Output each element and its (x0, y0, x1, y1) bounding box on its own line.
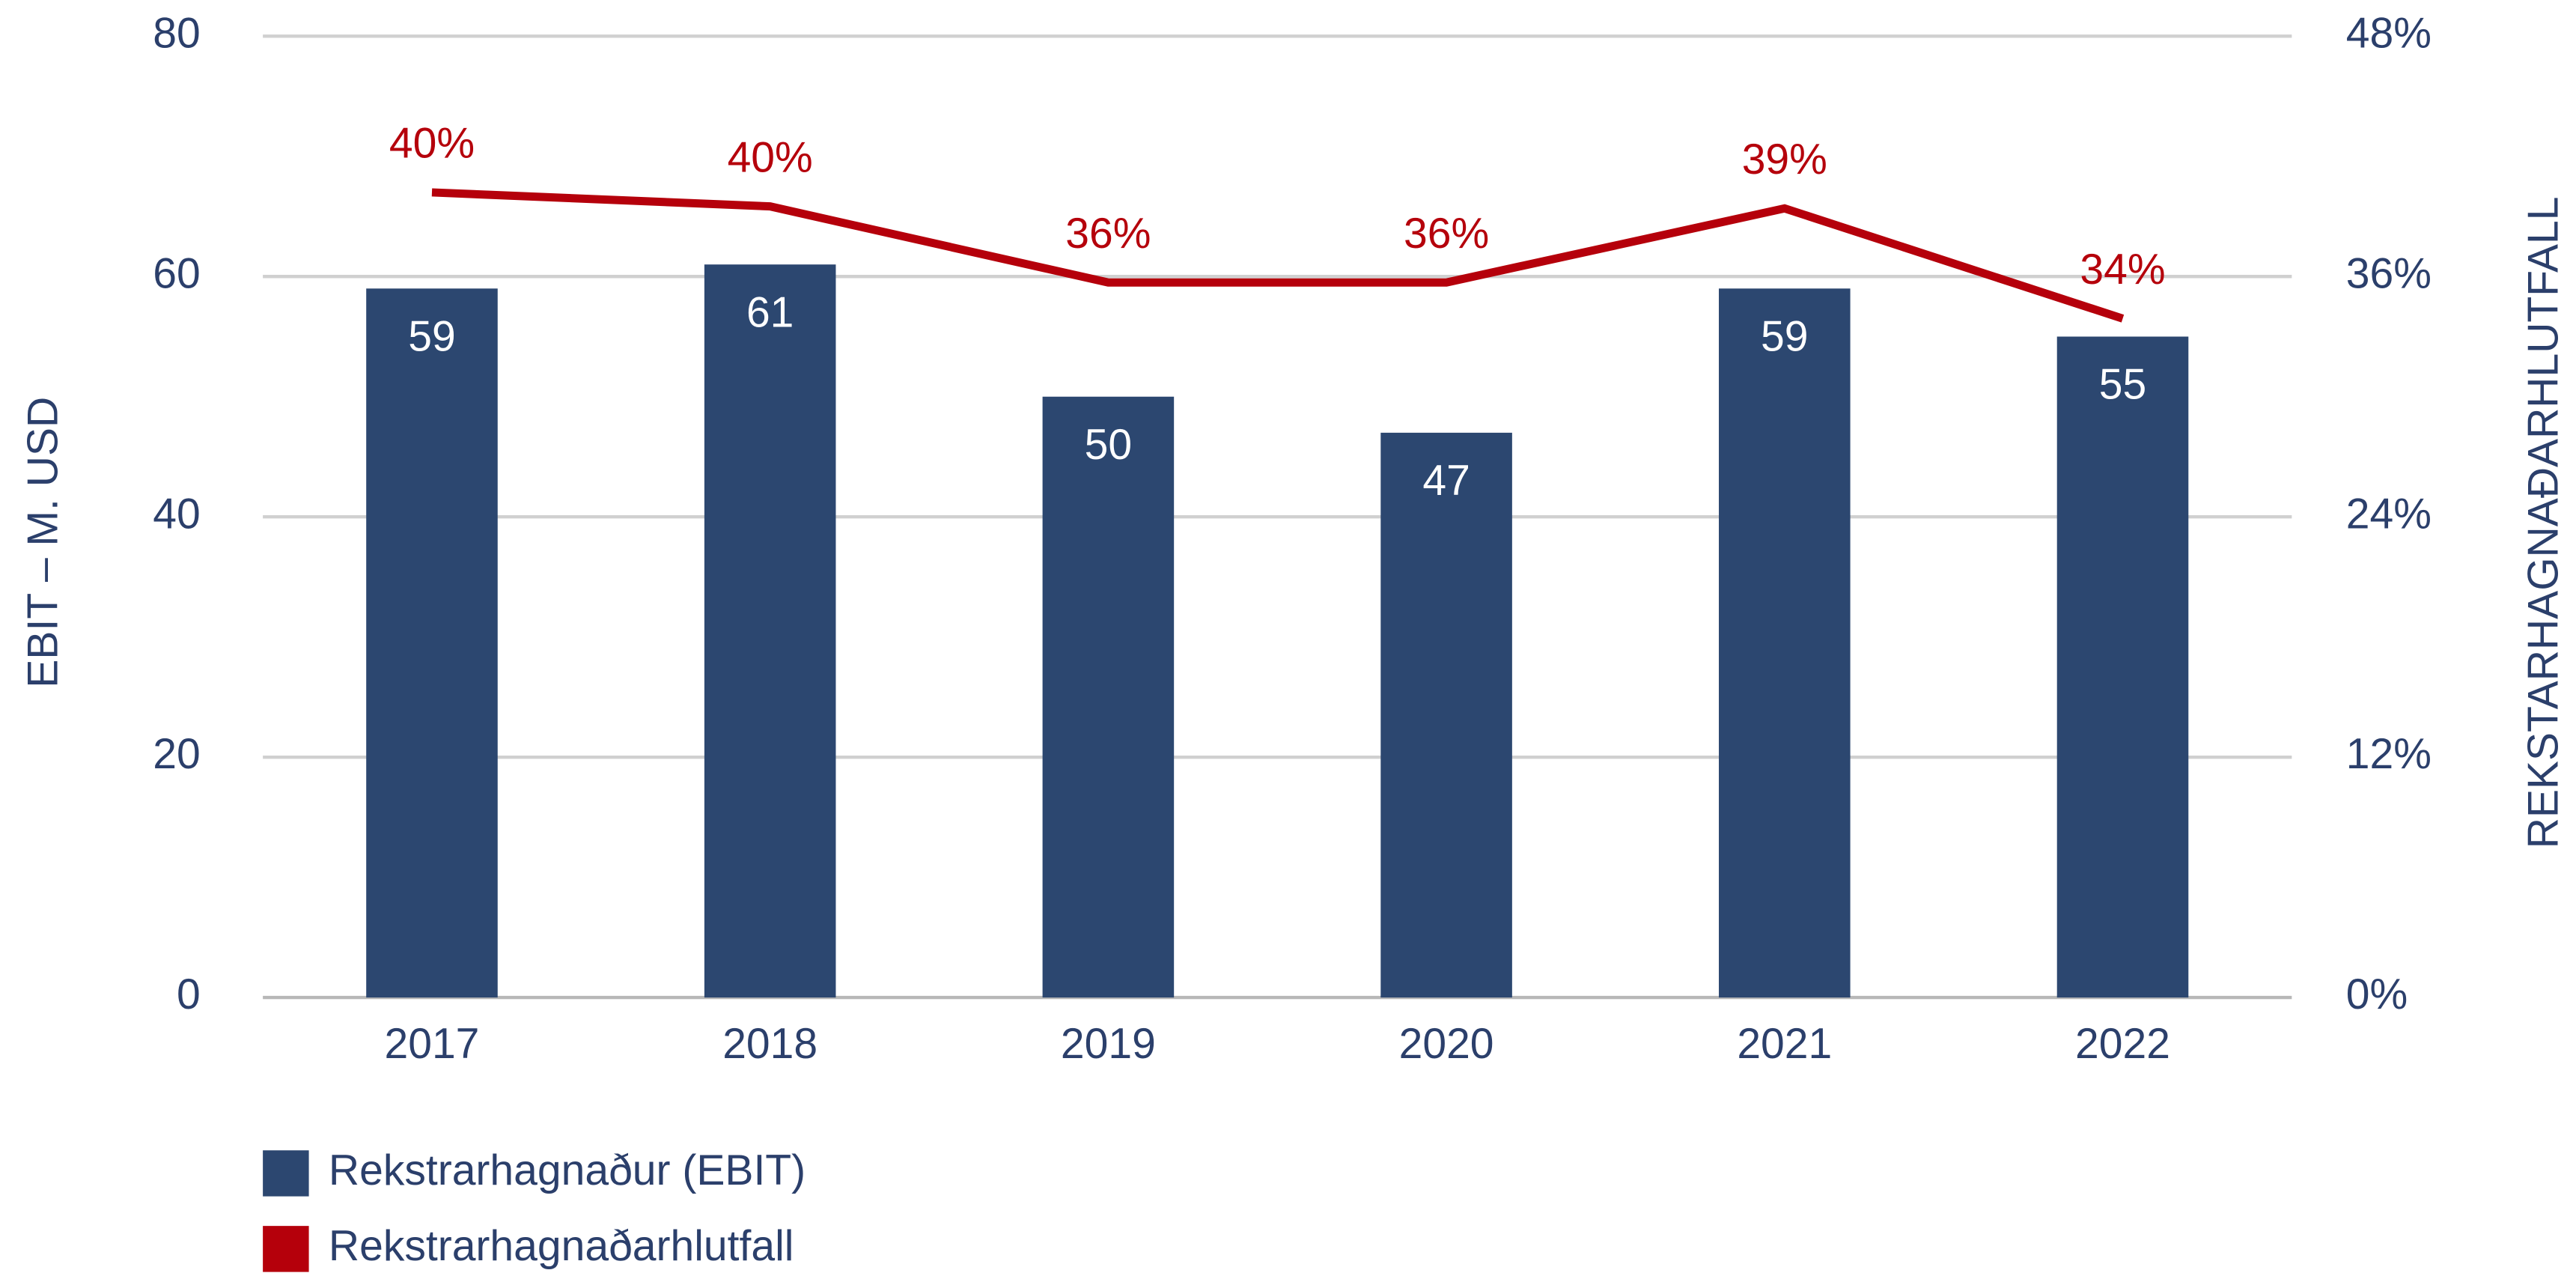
line-value-label: 40% (728, 133, 813, 181)
bar (366, 288, 498, 998)
y-tick-label: 60 (153, 249, 200, 297)
x-tick-label: 2018 (722, 1020, 817, 1068)
y2-tick-label: 24% (2346, 490, 2432, 538)
bar-value-label: 59 (1761, 312, 1808, 360)
x-tick-label: 2022 (2075, 1020, 2170, 1068)
line-value-label: 34% (2080, 246, 2165, 294)
legend-swatch (263, 1226, 309, 1272)
bar (704, 264, 836, 998)
y2-tick-label: 0% (2346, 970, 2408, 1018)
y2-axis-label: REKSTARHAGNAÐARHLUTFALL (2520, 197, 2568, 849)
y-tick-label: 80 (153, 9, 200, 57)
x-tick-label: 2019 (1061, 1020, 1156, 1068)
line-value-label: 36% (1065, 210, 1151, 258)
bar-value-label: 50 (1085, 421, 1132, 469)
y2-tick-label: 36% (2346, 249, 2432, 297)
y-tick-label: 0 (177, 970, 201, 1018)
line (431, 188, 2125, 323)
line-value-label: 40% (389, 120, 475, 168)
x-tick-label: 2021 (1737, 1020, 1832, 1068)
x-tick-label: 2017 (385, 1020, 480, 1068)
legend-label: Rekstrarhagnaður (EBIT) (329, 1146, 806, 1194)
y-tick-label: 20 (153, 730, 200, 778)
bar (2056, 336, 2189, 998)
y2-tick-label: 12% (2346, 730, 2432, 778)
bar-value-label: 59 (408, 312, 455, 360)
bar-value-label: 55 (2099, 361, 2146, 409)
legend-swatch (263, 1150, 309, 1197)
bar (1042, 396, 1175, 998)
line-value-label: 39% (1742, 136, 1827, 183)
y-axis-label: EBIT – M. USD (19, 397, 67, 688)
y2-tick-label: 48% (2346, 9, 2432, 57)
bar-value-label: 61 (746, 288, 794, 336)
bar-value-label: 47 (1422, 457, 1470, 505)
y-tick-label: 40 (153, 490, 200, 538)
x-tick-label: 2020 (1399, 1020, 1494, 1068)
bar (1380, 432, 1512, 998)
legend-label: Rekstrarhagnaðarhlutfall (329, 1222, 794, 1270)
line-value-label: 36% (1404, 210, 1489, 258)
bar (1719, 288, 1851, 998)
